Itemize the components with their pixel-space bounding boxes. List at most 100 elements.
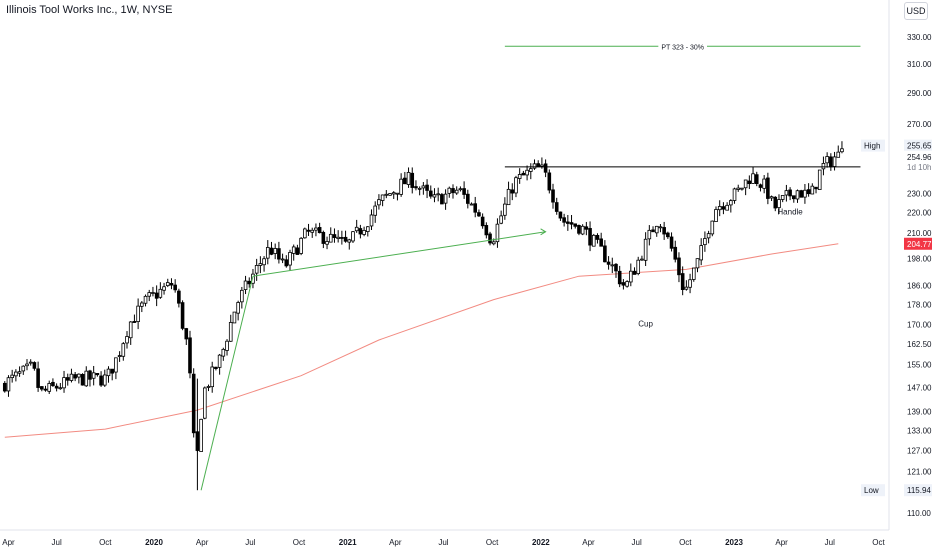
- y-tick-label: 178.00: [907, 300, 932, 309]
- drawings-layer: [200, 45, 861, 491]
- candle-body: [206, 386, 211, 388]
- x-tick-label: Oct: [872, 538, 885, 547]
- candle-body: [410, 172, 415, 188]
- candle-body: [340, 237, 344, 239]
- candle-body: [373, 205, 378, 216]
- candle-body: [162, 286, 166, 291]
- candle-body: [832, 156, 837, 167]
- candle-body: [188, 337, 192, 374]
- candle-body: [328, 233, 333, 243]
- candle-body: [36, 368, 40, 388]
- candle-body: [2, 382, 7, 392]
- candle-body: [636, 259, 641, 275]
- time-axis[interactable]: Apr Jul Oct 2020 Apr Jul Oct 2021 Apr Jul Oct 2022 A…: [0, 529, 889, 547]
- candle-body: [521, 172, 526, 176]
- candle-body: [503, 203, 507, 216]
- candle-body: [21, 365, 26, 372]
- candle-body: [736, 187, 741, 190]
- candle-body: [491, 241, 496, 245]
- candle-body: [758, 184, 763, 188]
- candle-body: [703, 238, 707, 246]
- candle-body: [132, 321, 137, 323]
- candle-body: [658, 226, 663, 229]
- candle-body: [740, 187, 744, 190]
- currency-button[interactable]: USD: [904, 2, 928, 20]
- y-tick-label: 220.00: [907, 209, 932, 218]
- candle-body: [306, 229, 311, 232]
- candle-body: [795, 190, 800, 200]
- candle-body: [65, 377, 70, 381]
- candle-body: [217, 354, 222, 368]
- candle-body: [295, 247, 300, 255]
- candle-body: [406, 172, 411, 185]
- candle-body: [469, 203, 474, 206]
- candle-body: [73, 374, 77, 379]
- candle-body: [821, 163, 826, 170]
- trendline-1[interactable]: [200, 276, 254, 491]
- candle-body: [184, 328, 189, 340]
- candle-body: [825, 156, 829, 164]
- x-tick-label: 2021: [339, 538, 357, 547]
- candles-layer: [2, 141, 844, 491]
- candle-body: [325, 241, 329, 245]
- candle-body: [762, 178, 766, 189]
- moving-average-layer: [4, 243, 839, 438]
- candle-body: [128, 321, 133, 339]
- candle-body: [536, 163, 540, 168]
- candle-body: [558, 211, 563, 219]
- candle-body: [80, 374, 85, 386]
- candle-body: [214, 366, 218, 370]
- candle-body: [654, 225, 659, 234]
- candle-body: [495, 223, 500, 243]
- candle-body: [810, 185, 815, 195]
- candle-body: [228, 322, 233, 342]
- last-price: 254.96: [907, 153, 932, 162]
- candle-body: [780, 195, 785, 200]
- candle-body: [354, 226, 359, 232]
- candle-body: [506, 188, 511, 206]
- candle-body: [673, 246, 678, 260]
- candle-body: [458, 188, 463, 191]
- x-tick-label: Oct: [99, 538, 112, 547]
- low-value: 115.94: [907, 486, 931, 495]
- ma-value: 204.77: [907, 240, 932, 249]
- trendline-2[interactable]: [252, 231, 546, 277]
- candle-body: [680, 273, 685, 290]
- candle-body: [114, 357, 118, 373]
- candle-body: [729, 200, 733, 206]
- candle-body: [632, 270, 637, 275]
- candle-body: [291, 246, 296, 254]
- candle-body: [125, 336, 129, 344]
- candle-body: [421, 185, 426, 189]
- x-tick-label: Jul: [245, 538, 255, 547]
- candle-body: [717, 206, 722, 211]
- x-tick-label: Jul: [825, 538, 835, 547]
- candle-body: [151, 292, 155, 294]
- candle-body: [225, 340, 229, 351]
- candle-body: [358, 228, 363, 235]
- candle-body: [617, 270, 622, 285]
- candle-body: [751, 173, 755, 184]
- candle-body: [591, 234, 596, 247]
- candle-body: [47, 383, 52, 392]
- high-value: 255.65: [907, 142, 932, 151]
- candle-body: [814, 186, 818, 190]
- candle-body: [569, 222, 574, 225]
- candle-body: [262, 258, 266, 266]
- candle-body: [25, 363, 29, 367]
- candle-body: [551, 189, 555, 203]
- x-tick-label: 2023: [725, 538, 743, 547]
- candle-body: [84, 370, 89, 387]
- price-axis[interactable]: 330.00310.00290.00270.00250.00230.00220.…: [888, 0, 932, 530]
- candle-body: [332, 234, 337, 238]
- candle-body: [280, 258, 285, 261]
- candle-body: [54, 385, 59, 389]
- candle-body: [532, 163, 537, 169]
- candle-body: [425, 184, 429, 191]
- bar-countdown: 1d 10h: [907, 163, 931, 172]
- candle-body: [647, 229, 652, 240]
- candle-body: [595, 234, 600, 240]
- candle-body: [299, 237, 303, 254]
